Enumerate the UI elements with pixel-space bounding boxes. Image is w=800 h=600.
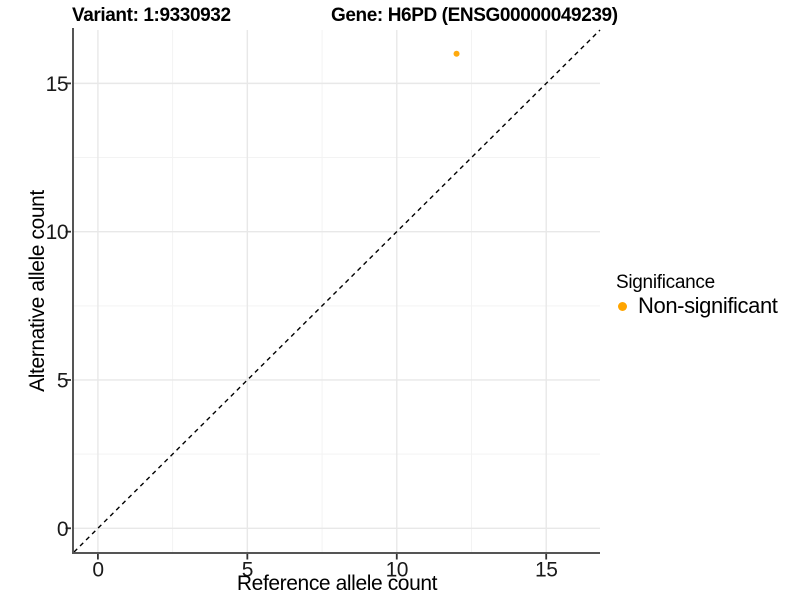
y-axis-title: Alternative allele count bbox=[26, 190, 49, 392]
legend: Significance Non-significant bbox=[616, 272, 778, 318]
legend-point-icon bbox=[618, 301, 627, 311]
x-tick-label: 0 bbox=[92, 559, 103, 582]
y-tick-label: 10 bbox=[46, 221, 68, 244]
legend-label: Non-significant bbox=[638, 293, 778, 318]
data-point bbox=[453, 50, 460, 57]
gene-title: Gene: H6PD (ENSG00000049239) bbox=[331, 5, 618, 26]
x-tick-label: 15 bbox=[535, 559, 557, 582]
variant-title: Variant: 1:9330932 bbox=[72, 5, 231, 26]
y-tick-label: 5 bbox=[57, 369, 68, 392]
x-axis-title: Reference allele count bbox=[236, 572, 438, 595]
legend-item-non-significant: Non-significant bbox=[616, 293, 778, 318]
y-tick-label: 15 bbox=[46, 73, 68, 96]
identity-line bbox=[73, 29, 601, 553]
legend-title: Significance bbox=[616, 272, 715, 293]
x-tick-label: 5 bbox=[242, 559, 253, 582]
x-tick-label: 10 bbox=[386, 559, 408, 582]
y-tick-label: 0 bbox=[57, 518, 68, 541]
